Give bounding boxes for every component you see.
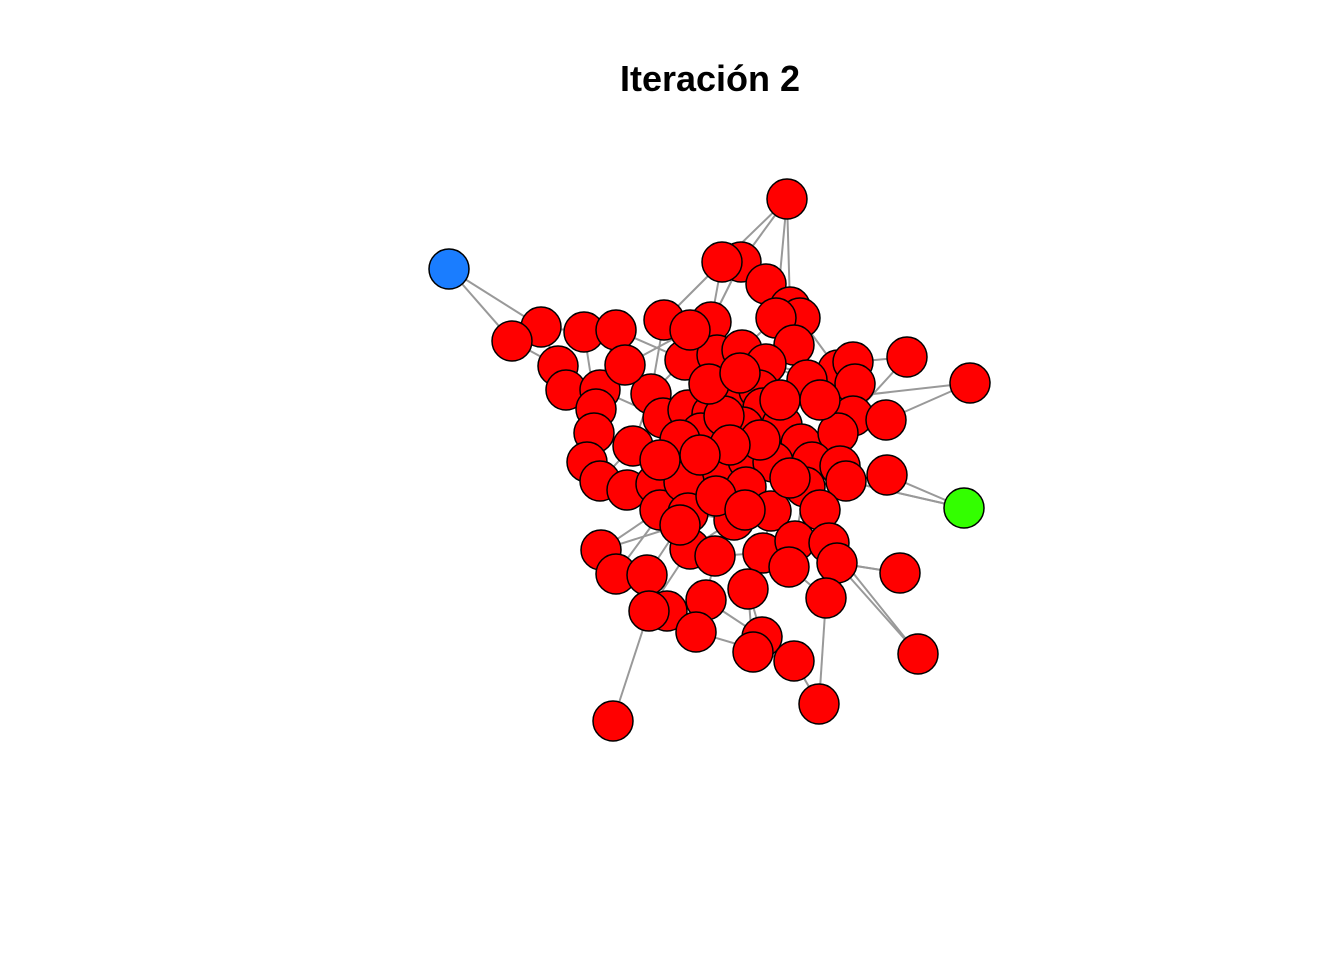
- graph-node: [727, 568, 769, 610]
- graph-node: [897, 633, 939, 675]
- graph-node: [759, 379, 801, 421]
- graph-node: [825, 460, 867, 502]
- graph-node: [592, 700, 634, 742]
- graph-node: [659, 504, 701, 546]
- graph-node: [766, 178, 808, 220]
- graph-node: [701, 241, 743, 283]
- graph-node: [799, 379, 841, 421]
- graph-node: [886, 336, 928, 378]
- graph-node: [949, 362, 991, 404]
- graph-node: [773, 640, 815, 682]
- chart-title: Iteración 2: [619, 58, 801, 99]
- graph-node: [679, 434, 721, 476]
- nodes-layer: [428, 178, 991, 742]
- graph-node: [719, 352, 761, 394]
- graph-node: [866, 454, 908, 496]
- graph-node: [626, 554, 668, 596]
- graph-node: [805, 577, 847, 619]
- graph-node: [732, 631, 774, 673]
- graph-node: [865, 399, 907, 441]
- graph-node: [724, 489, 766, 531]
- graph-node-blue: [428, 248, 470, 290]
- graph-node: [694, 535, 736, 577]
- graph-node: [768, 546, 810, 588]
- graph-node: [639, 439, 681, 481]
- graph-node: [595, 309, 637, 351]
- graph-node: [816, 542, 858, 584]
- graph-node: [675, 611, 717, 653]
- graph-node: [879, 552, 921, 594]
- graph-node: [604, 344, 646, 386]
- graph-node: [628, 590, 670, 632]
- graph-node: [491, 320, 533, 362]
- graph-node: [769, 457, 811, 499]
- graph-node: [669, 309, 711, 351]
- graph-node-green: [943, 487, 985, 529]
- graph-node: [798, 683, 840, 725]
